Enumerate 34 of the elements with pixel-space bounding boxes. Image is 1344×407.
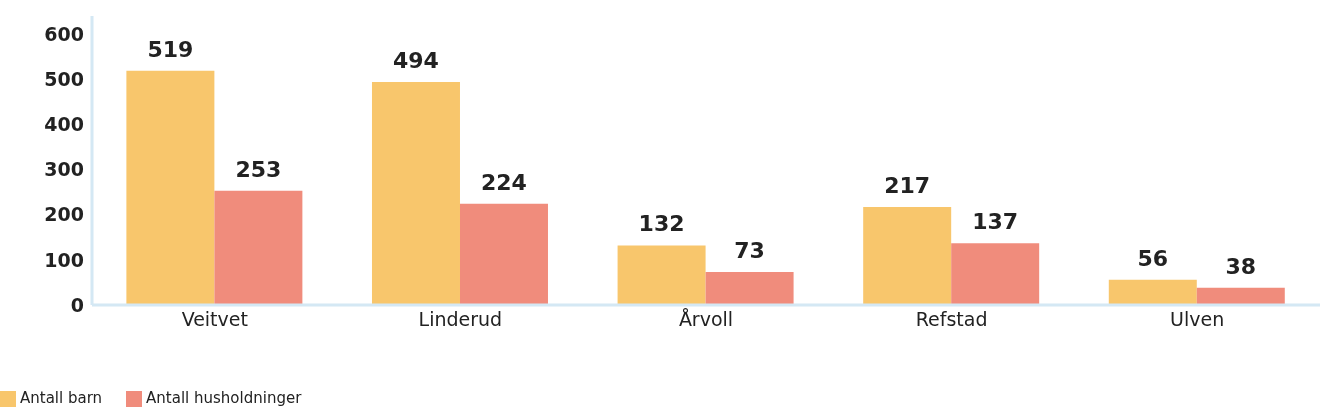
data-label: 224 [481, 169, 527, 195]
bar [617, 245, 706, 305]
data-label: 494 [393, 47, 439, 73]
data-label: 137 [972, 209, 1019, 235]
bar [951, 243, 1040, 305]
y-tick-label: 200 [44, 203, 84, 226]
data-label: 519 [147, 36, 194, 62]
x-tick-label: Ulven [1170, 308, 1225, 331]
data-label: 253 [235, 156, 282, 182]
bar [1196, 287, 1285, 305]
data-label: 132 [638, 211, 685, 237]
y-tick-label: 300 [44, 158, 84, 181]
data-label: 73 [734, 238, 765, 264]
y-tick-label: 0 [70, 293, 84, 316]
x-tick-label: Årvoll [678, 308, 734, 331]
data-label: 217 [884, 173, 931, 199]
y-tick-label: 600 [44, 22, 84, 45]
bar [214, 190, 303, 305]
data-label: 38 [1225, 253, 1257, 279]
legend-label: Antall husholdninger [146, 389, 302, 407]
x-tick-label: Veitvet [181, 308, 248, 331]
bar [371, 81, 460, 305]
data-label: 56 [1137, 245, 1169, 271]
x-tick-label: Refstad [915, 308, 988, 331]
bar [863, 207, 952, 305]
bar [1108, 279, 1197, 305]
y-tick-label: 100 [44, 248, 84, 271]
legend-label: Antall barn [20, 389, 103, 407]
y-tick-label: 400 [44, 113, 84, 136]
x-tick-label: Linderud [418, 308, 503, 331]
bar [705, 272, 794, 305]
bar [459, 203, 548, 305]
bar [126, 70, 215, 305]
y-tick-label: 500 [44, 67, 84, 90]
